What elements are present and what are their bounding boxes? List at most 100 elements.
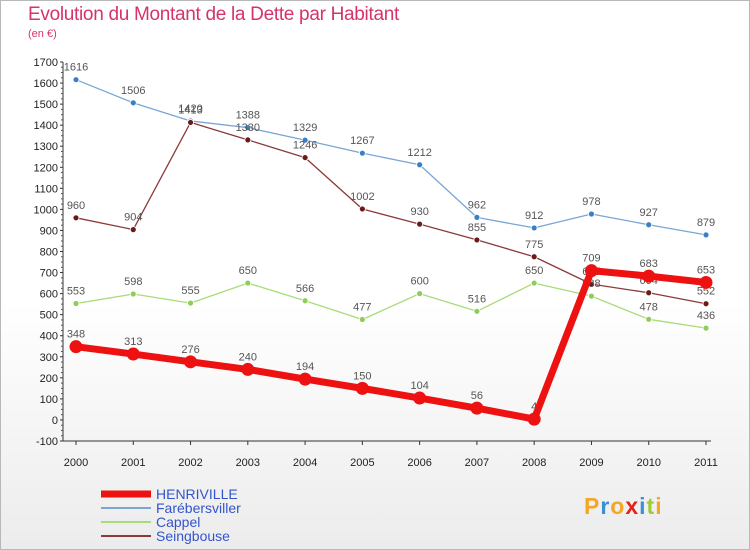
data-label-henriville: 653 xyxy=(697,264,715,276)
data-point-henriville xyxy=(413,391,427,405)
data-label-seingbouse: 1413 xyxy=(178,104,202,116)
data-point-seingbouse xyxy=(473,236,481,244)
data-label-seingbouse: 552 xyxy=(697,286,715,298)
data-point-henriville xyxy=(527,412,541,426)
x-tick-label: 2009 xyxy=(579,457,603,469)
data-label-henriville: 709 xyxy=(582,253,600,265)
y-tick-label: 1200 xyxy=(34,162,58,174)
data-point-seingbouse xyxy=(702,300,710,308)
data-point-cappel xyxy=(588,292,595,300)
data-label-cappel: 553 xyxy=(67,286,85,298)
data-label-henriville: 683 xyxy=(640,258,658,270)
legend-label-henriville: HENRIVILLE xyxy=(156,486,238,502)
data-label-henriville: 240 xyxy=(239,351,257,363)
data-label-seingbouse: 1330 xyxy=(236,122,260,134)
data-label-seingbouse: 775 xyxy=(525,239,543,251)
logo-letter: i xyxy=(655,493,663,519)
y-tick-label: 700 xyxy=(40,268,58,280)
series-line-seingbouse xyxy=(75,121,707,305)
data-point-seingbouse xyxy=(301,154,309,161)
data-point-cappel xyxy=(187,299,194,307)
x-tick-label: 2003 xyxy=(236,457,260,469)
y-tick-label: 600 xyxy=(40,289,58,301)
data-label-cappel: 516 xyxy=(468,293,486,305)
data-point-henriville xyxy=(69,340,83,354)
data-point-cappel xyxy=(244,279,252,287)
x-tick-label: 2000 xyxy=(64,457,88,469)
y-tick-label: 300 xyxy=(40,352,58,364)
data-label-farebersviller: 927 xyxy=(640,207,658,219)
data-point-farebersviller xyxy=(416,161,424,169)
logo-letter: x xyxy=(625,493,640,519)
proxiti-logo: Proxiti xyxy=(584,493,663,520)
data-point-seingbouse xyxy=(358,205,366,213)
series-line-henriville xyxy=(75,267,707,423)
x-tick-label: 2011 xyxy=(694,457,718,469)
y-tick-label: 0 xyxy=(52,415,58,427)
y-tick-label: 1300 xyxy=(34,141,58,153)
data-label-henriville: 4 xyxy=(531,401,537,413)
data-label-cappel: 650 xyxy=(525,265,543,277)
data-label-cappel: 600 xyxy=(410,276,428,288)
data-label-henriville: 194 xyxy=(296,361,314,373)
data-label-seingbouse: 1246 xyxy=(293,140,317,152)
data-label-farebersviller: 1329 xyxy=(293,122,317,134)
data-point-farebersviller xyxy=(588,210,595,218)
data-point-cappel xyxy=(129,290,137,298)
y-tick-label: 900 xyxy=(40,225,58,237)
data-label-farebersviller: 879 xyxy=(697,217,715,229)
data-label-farebersviller: 1420 xyxy=(178,103,202,115)
data-point-farebersviller xyxy=(358,149,366,157)
series-line-farebersviller xyxy=(75,79,707,236)
x-tick-label: 2007 xyxy=(465,457,489,469)
x-tick-label: 2001 xyxy=(121,457,145,469)
legend-label-cappel: Cappel xyxy=(156,514,200,530)
data-point-seingbouse xyxy=(129,226,137,234)
data-point-seingbouse xyxy=(416,220,424,228)
data-point-farebersviller xyxy=(301,136,309,144)
series-line-cappel xyxy=(75,282,707,329)
data-label-seingbouse: 930 xyxy=(410,206,428,218)
data-label-farebersviller: 1212 xyxy=(407,147,431,159)
y-tick-label: 1000 xyxy=(34,204,58,216)
y-tick-label: 200 xyxy=(40,373,58,385)
data-label-farebersviller: 1388 xyxy=(236,110,260,122)
y-tick-label: -100 xyxy=(36,436,58,448)
data-point-cappel xyxy=(301,297,309,305)
data-label-cappel: 477 xyxy=(353,302,371,314)
data-point-seingbouse xyxy=(530,253,538,261)
data-label-henriville: 104 xyxy=(410,380,428,392)
data-point-farebersviller xyxy=(244,124,252,132)
data-label-cappel: 650 xyxy=(239,265,257,277)
logo-letter: t xyxy=(646,493,656,519)
data-point-henriville xyxy=(699,275,713,289)
y-tick-label: 1400 xyxy=(34,120,58,132)
data-label-henriville: 276 xyxy=(181,344,199,356)
logo-letter: o xyxy=(610,493,626,519)
data-label-henriville: 150 xyxy=(353,370,371,382)
legend-label-seingbouse: Seingbouse xyxy=(156,528,230,544)
data-point-henriville xyxy=(184,355,198,369)
data-point-seingbouse xyxy=(645,289,653,297)
data-point-farebersviller xyxy=(645,221,653,229)
data-point-henriville xyxy=(642,269,656,283)
logo-letter: i xyxy=(639,493,647,519)
y-tick-label: 1100 xyxy=(34,183,58,195)
data-label-seingbouse: 1002 xyxy=(350,191,374,203)
data-label-cappel: 566 xyxy=(296,283,314,295)
chart-title: Evolution du Montant de la Dette par Hab… xyxy=(28,4,399,25)
data-point-farebersviller xyxy=(473,213,481,221)
x-tick-label: 2006 xyxy=(407,457,431,469)
data-point-farebersviller xyxy=(129,99,137,107)
y-tick-label: 1600 xyxy=(34,78,58,90)
data-label-farebersviller: 912 xyxy=(525,210,543,222)
data-label-farebersviller: 1616 xyxy=(64,62,88,74)
data-label-farebersviller: 978 xyxy=(582,196,600,208)
y-tick-label: 500 xyxy=(40,310,58,322)
y-tick-label: 400 xyxy=(40,331,58,343)
x-tick-label: 2005 xyxy=(350,457,374,469)
data-label-farebersviller: 962 xyxy=(468,199,486,211)
data-label-farebersviller: 1267 xyxy=(350,135,374,147)
data-point-cappel xyxy=(358,316,366,323)
